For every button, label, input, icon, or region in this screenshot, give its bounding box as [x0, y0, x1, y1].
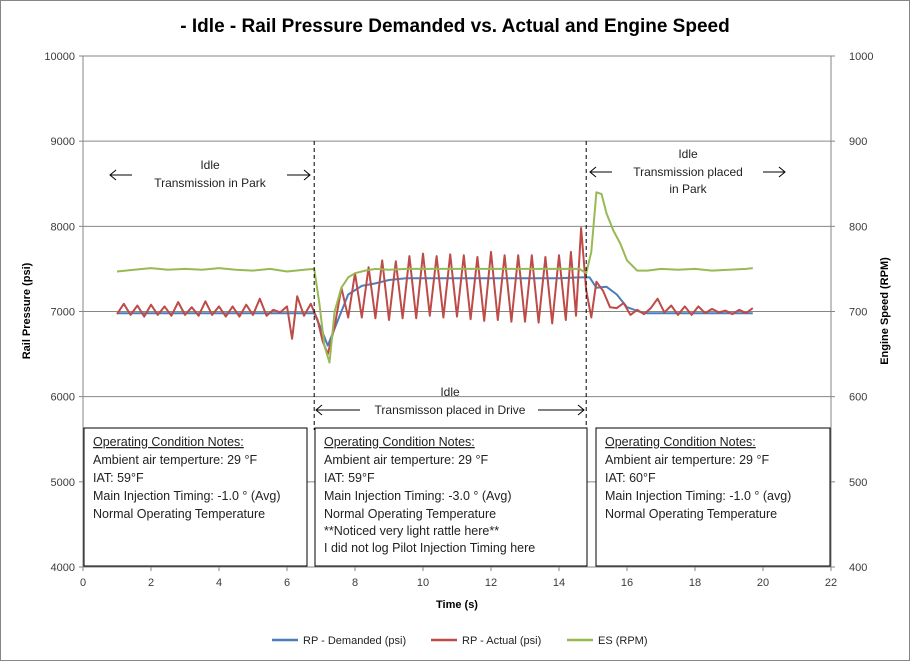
series-line-es — [116, 191, 753, 364]
y2-tick-label: 500 — [849, 477, 867, 489]
left-region-subtitle: Transmission in Park — [154, 176, 267, 190]
left-region-title: Idle — [200, 158, 220, 172]
notes-line: Ambient air temperture: 29 °F — [324, 453, 488, 467]
y-axis-label: Rail Pressure (psi) — [21, 262, 33, 359]
notes-heading: Operating Condition Notes: — [93, 435, 244, 449]
notes-line: Main Injection Timing: -3.0 ° (Avg) — [324, 489, 511, 503]
notes-heading: Operating Condition Notes: — [324, 435, 475, 449]
notes-line: Normal Operating Temperature — [93, 507, 265, 521]
notes-line: **Noticed very light rattle here** — [324, 524, 499, 538]
notes-box-middle: Operating Condition Notes: Ambient air t… — [314, 427, 588, 567]
y2-tick-label: 700 — [849, 307, 867, 319]
notes-line: Normal Operating Temperature — [605, 507, 777, 521]
right-region-subtitle-1: Transmission placed — [633, 165, 743, 179]
x-tick-label: 20 — [757, 577, 769, 589]
chart-title: - Idle - Rail Pressure Demanded vs. Actu… — [180, 16, 729, 37]
notes-line: Ambient air temperture: 29 °F — [605, 453, 769, 467]
x-tick-label: 18 — [689, 577, 701, 589]
x-tick-label: 8 — [352, 577, 358, 589]
series-line-rp-actual — [116, 227, 754, 356]
legend-label-rp-actual: RP - Actual (psi) — [462, 635, 541, 647]
y-tick-label: 6000 — [51, 392, 75, 404]
x-tick-label: 4 — [216, 577, 222, 589]
notes-line: Normal Operating Temperature — [324, 507, 496, 521]
y2-tick-label: 900 — [849, 136, 867, 148]
legend-label-rp-demanded: RP - Demanded (psi) — [303, 635, 406, 647]
notes-heading: Operating Condition Notes: — [605, 435, 756, 449]
legend: RP - Demanded (psi) RP - Actual (psi) ES… — [272, 635, 648, 647]
y-tick-label: 7000 — [51, 307, 75, 319]
y-tick-label: 10000 — [44, 51, 75, 63]
right-axis-ticks: 400 500 600 700 800 900 1000 — [831, 51, 873, 574]
right-region-subtitle-2: in Park — [669, 182, 707, 196]
middle-region-title: Idle — [440, 385, 460, 399]
x-tick-label: 2 — [148, 577, 154, 589]
x-tick-label: 10 — [417, 577, 429, 589]
x-tick-label: 0 — [80, 577, 86, 589]
y-tick-label: 5000 — [51, 477, 75, 489]
x-tick-label: 22 — [825, 577, 837, 589]
x-axis-label: Time (s) — [436, 599, 478, 611]
right-arrow-icon — [287, 169, 311, 181]
notes-line: IAT: 59°F — [93, 471, 144, 485]
left-axis-ticks: 4000 5000 6000 7000 8000 9000 10000 — [44, 51, 83, 574]
notes-box-right: Operating Condition Notes: Ambient air t… — [595, 427, 831, 567]
x-tick-label: 12 — [485, 577, 497, 589]
y2-tick-label: 800 — [849, 221, 867, 233]
middle-region-subtitle: Transmisson placed in Drive — [375, 403, 526, 417]
notes-line: Main Injection Timing: -1.0 ° (avg) — [605, 489, 791, 503]
y-tick-label: 9000 — [51, 136, 75, 148]
notes-line: Main Injection Timing: -1.0 ° (Avg) — [93, 489, 280, 503]
notes-line: IAT: 59°F — [324, 471, 375, 485]
right-arrow-icon — [763, 166, 786, 178]
right-region-title: Idle — [678, 147, 698, 161]
y2-tick-label: 600 — [849, 392, 867, 404]
notes-line: I did not log Pilot Injection Timing her… — [324, 541, 535, 555]
x-tick-label: 6 — [284, 577, 290, 589]
y-tick-label: 4000 — [51, 562, 75, 574]
left-arrow-icon — [109, 169, 132, 181]
y2-axis-label: Engine Speed (RPM) — [879, 257, 891, 365]
y-tick-label: 8000 — [51, 221, 75, 233]
legend-label-es: ES (RPM) — [598, 635, 648, 647]
series-lines — [116, 191, 754, 364]
x-axis-ticks: 0 2 4 6 8 10 12 14 16 18 20 22 — [80, 567, 837, 589]
notes-line: IAT: 60°F — [605, 471, 656, 485]
notes-line: Ambient air temperture: 29 °F — [93, 453, 257, 467]
notes-box-left: Operating Condition Notes: Ambient air t… — [83, 427, 308, 567]
left-arrow-icon — [589, 166, 612, 178]
y2-tick-label: 400 — [849, 562, 867, 574]
x-tick-label: 16 — [621, 577, 633, 589]
y2-tick-label: 1000 — [849, 51, 873, 63]
x-tick-label: 14 — [553, 577, 565, 589]
double-arrow-icon — [315, 404, 585, 416]
